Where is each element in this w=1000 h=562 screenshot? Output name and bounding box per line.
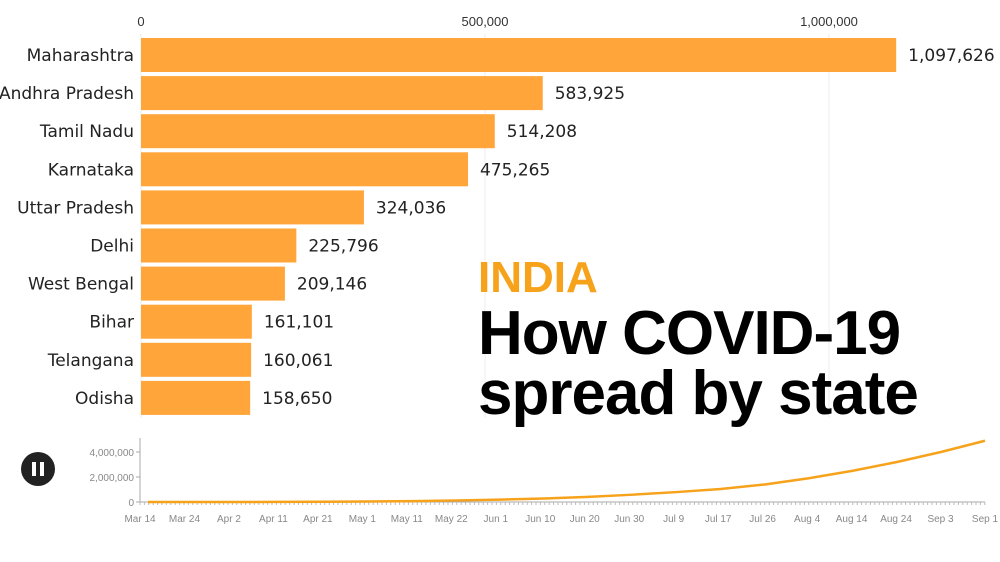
category-label: Odisha [75,389,134,409]
title-kicker: INDIA [478,253,598,302]
x-tick-label: Aug 24 [880,514,912,525]
value-label: 1,097,626 [908,46,995,66]
pause-icon [40,462,44,476]
x-tick-label: Jun 1 [484,514,509,525]
category-label: West Bengal [28,275,134,295]
value-label: 158,650 [262,389,332,409]
cases-line [147,439,986,504]
bar-delhi [141,228,297,263]
x-tick-label: Apr 21 [303,514,333,525]
pause-icon [32,462,36,476]
value-label: 324,036 [376,198,446,218]
x-tick-label: Mar 24 [169,514,201,525]
y-tick-label: 2,000,000 [90,473,135,484]
x-tick-label: May 11 [391,514,423,525]
x-tick-label: Apr 2 [217,514,241,525]
title-block: INDIA How COVID-19 spread by state [478,252,919,428]
bar-tamil-nadu [141,114,495,149]
x-tick-label: 1,000,000 [800,14,858,29]
bar-bihar [141,304,252,339]
x-tick-label: Apr 11 [259,514,288,525]
x-tick-label: May 22 [435,514,468,525]
category-label: Delhi [90,237,134,257]
bar-uttar-pradesh [141,190,364,225]
category-label: Tamil Nadu [39,122,134,142]
x-tick-label: Mar 14 [124,514,156,525]
title-line-1: How COVID-19 [478,299,901,368]
bar-andhra-pradesh [141,76,543,111]
value-label: 475,265 [480,160,550,180]
bar-maharashtra [141,38,897,72]
value-label: 225,796 [308,237,378,257]
y-tick-label: 0 [128,498,134,509]
x-tick-label: Sep 1 [972,514,999,525]
x-tick-label: Aug 4 [794,514,821,525]
value-label: 514,208 [507,122,577,142]
bar-odisha [141,380,251,415]
value-label: 160,061 [263,351,333,371]
pause-button[interactable] [21,452,55,486]
y-tick-label: 4,000,000 [90,448,135,459]
bar-telangana [141,342,252,377]
value-label: 209,146 [297,275,367,295]
x-tick-label: Jun 30 [614,514,644,525]
bar-west-bengal [141,266,285,301]
x-tick-label: Jul 26 [749,514,776,525]
category-label: Bihar [89,313,134,333]
x-tick-label: Sep 3 [927,514,954,525]
x-tick-label: Jun 20 [570,514,600,525]
category-label: Uttar Pradesh [17,198,134,218]
x-tick-label: Aug 14 [836,514,868,525]
bar-chart: 0 500,000 1,000,000 Maharashtra 1,097,626 And… [0,14,995,418]
category-label: Andhra Pradesh [0,84,134,104]
category-label: Telangana [47,351,134,371]
x-tick-label: 500,000 [462,14,509,29]
x-tick-label: Jul 9 [663,514,685,525]
bar-karnataka [141,152,468,187]
timeline-chart[interactable]: 0 2,000,000 4,000,000 Mar 14 Mar 24 Apr 2 Apr … [0,430,1000,530]
value-label: 583,925 [555,84,625,104]
x-tick-label: Jun 10 [525,514,555,525]
x-tick-label: 0 [137,14,144,29]
category-label: Karnataka [48,160,134,180]
category-label: Maharashtra [27,46,134,66]
x-tick-label: May 1 [349,514,377,525]
x-tick-label: Jul 17 [705,514,732,525]
title-line-2: spread by state [478,359,919,428]
value-label: 161,101 [264,313,334,333]
